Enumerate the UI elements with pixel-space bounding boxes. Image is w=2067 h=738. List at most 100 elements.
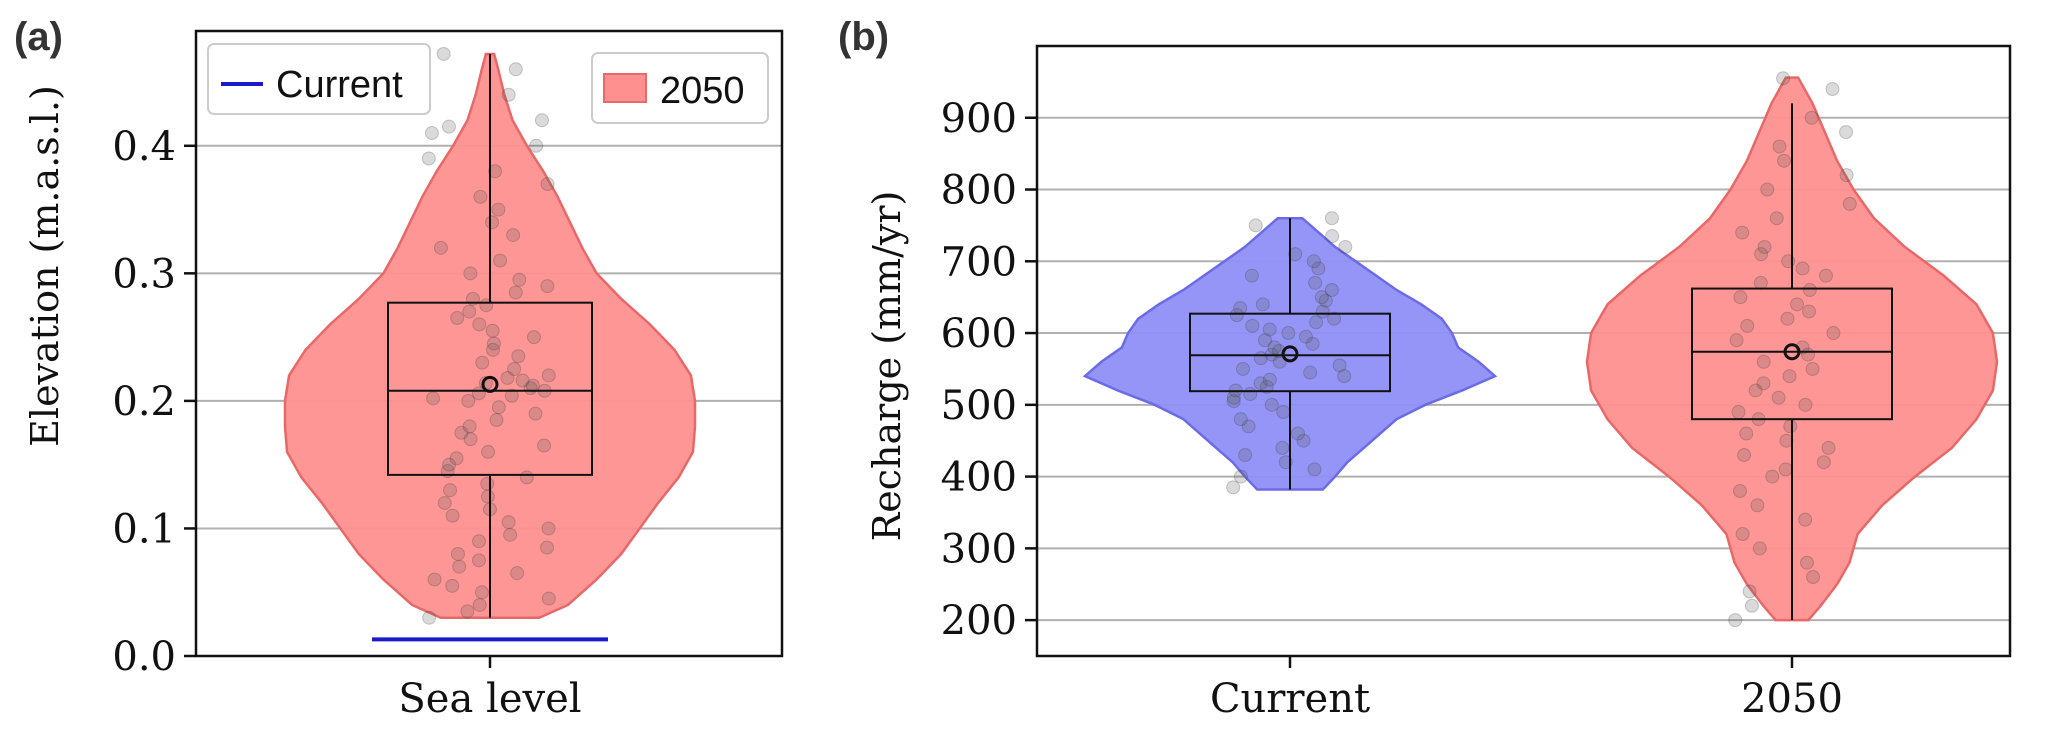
data-point: [1337, 369, 1352, 384]
data-point: [488, 164, 503, 179]
data-point: [519, 470, 534, 485]
data-point: [1262, 322, 1277, 337]
x-tick-label: 2050: [1741, 676, 1843, 722]
data-point: [1744, 598, 1759, 613]
panel-a-x-ticks: Sea level: [398, 656, 582, 722]
data-point: [443, 483, 458, 498]
x-tick-label: Sea level: [398, 676, 581, 722]
data-point: [1233, 412, 1248, 427]
legend-2050-box: [591, 52, 769, 124]
data-point: [1753, 275, 1768, 290]
data-point: [1728, 613, 1743, 628]
panel-a-points: [421, 46, 556, 625]
data-point: [1790, 297, 1805, 312]
x-tick-label: Current: [1210, 676, 1370, 722]
y-tick-label: 0.3: [112, 251, 176, 297]
data-point: [501, 87, 516, 102]
data-point: [1802, 283, 1817, 297]
data-point: [506, 228, 521, 243]
data-point: [512, 272, 527, 287]
panel-a-ylabel: Elevation (m.a.s.l.): [23, 85, 67, 447]
panel-a-boxes: [387, 53, 593, 618]
data-point: [1771, 390, 1786, 405]
data-point: [1318, 293, 1333, 308]
data-point: [525, 378, 540, 393]
data-point: [511, 349, 526, 364]
data-point: [1259, 379, 1274, 394]
data-point: [534, 113, 549, 128]
data-point: [1780, 311, 1795, 326]
data-point: [1735, 527, 1750, 541]
legend-current-box: [207, 43, 431, 115]
panel-b-points: [1226, 71, 1857, 628]
data-point: [472, 317, 487, 332]
y-tick-label: 600: [941, 311, 1017, 357]
data-point: [474, 585, 489, 600]
data-point: [480, 476, 495, 491]
data-point: [462, 419, 477, 434]
data-point: [1804, 110, 1819, 125]
data-point: [471, 553, 486, 568]
data-point: [471, 534, 486, 549]
panel-a-violins: [283, 52, 697, 619]
data-point: [1327, 311, 1342, 326]
data-point: [1324, 211, 1339, 226]
data-point: [489, 413, 504, 428]
data-point: [503, 527, 518, 542]
data-point: [1276, 405, 1291, 419]
data-point: [1324, 283, 1339, 297]
data-point: [460, 604, 475, 619]
data-point: [452, 559, 467, 574]
data-point: [1782, 369, 1797, 384]
box-iqr: [1691, 287, 1893, 421]
data-point: [486, 336, 501, 351]
data-point: [1776, 71, 1791, 86]
box-iqr: [1189, 312, 1391, 393]
violin-2050: [283, 52, 697, 619]
y-tick-label: 0.4: [112, 124, 176, 170]
data-point: [1233, 300, 1248, 315]
data-point: [1731, 405, 1746, 419]
data-point: [1264, 397, 1279, 412]
data-point: [1799, 555, 1814, 570]
data-point: [485, 323, 500, 338]
data-point: [500, 370, 515, 385]
data-point: [528, 406, 543, 421]
data-point: [1765, 469, 1780, 484]
data-point: [540, 279, 555, 294]
data-point: [1255, 297, 1270, 312]
data-point: [501, 515, 516, 530]
data-point: [449, 451, 464, 466]
data-point: [1238, 448, 1253, 463]
data-point: [1733, 290, 1748, 305]
data-point: [437, 495, 452, 510]
data-point: [1303, 365, 1318, 380]
data-point: [1235, 361, 1250, 376]
data-point: [529, 138, 544, 153]
data-point: [1818, 268, 1833, 283]
data-point: [1290, 426, 1305, 441]
data-point: [1742, 584, 1757, 599]
data-point: [1826, 326, 1841, 341]
panel-a-label: (a): [14, 15, 63, 59]
data-point: [541, 521, 556, 536]
panel-b-frame: [1035, 44, 2012, 658]
data-point: [1776, 153, 1791, 168]
data-point: [1241, 419, 1256, 434]
panel-b-y-ticks: 200 300 400 500 600 700 800 900: [941, 96, 1037, 644]
data-point: [1308, 275, 1323, 290]
data-point: [450, 310, 465, 325]
data-point: [1752, 541, 1767, 556]
data-point: [1296, 433, 1311, 448]
data-point: [1816, 455, 1831, 470]
panel-a: 0.0 0.1 0.2 0.3 0.4 Sea level (a) Elevation …: [14, 15, 784, 722]
data-point: [1325, 229, 1340, 244]
data-point: [541, 591, 556, 606]
data-point: [1306, 254, 1321, 269]
data-point: [491, 400, 506, 415]
data-point: [1839, 168, 1854, 183]
data-point: [422, 610, 437, 625]
data-point: [427, 572, 442, 587]
data-point: [475, 355, 490, 370]
data-point: [1798, 512, 1813, 527]
